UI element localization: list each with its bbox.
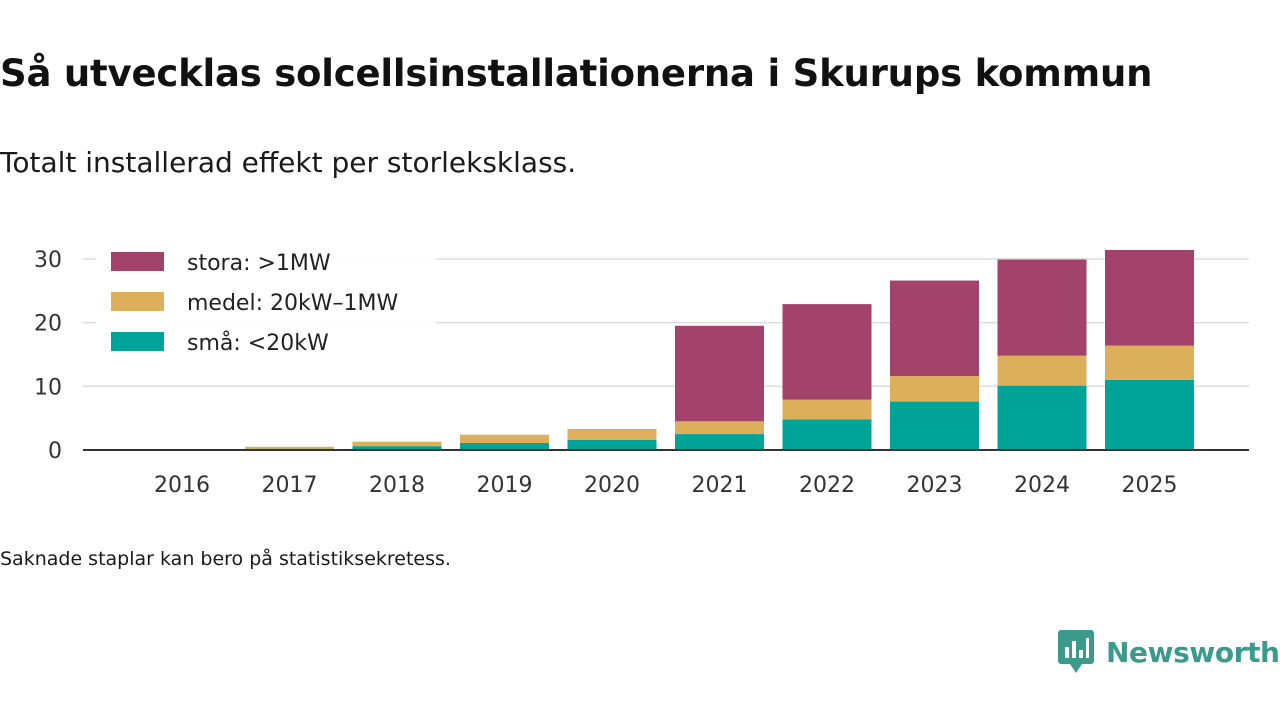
bars xyxy=(245,249,1194,450)
x-tick-label: 2018 xyxy=(369,473,425,498)
x-tick-label: 2025 xyxy=(1122,473,1178,498)
brand-name: Newsworthy xyxy=(1106,635,1280,669)
x-tick-label: 2020 xyxy=(584,473,640,498)
bar-segment xyxy=(997,259,1087,356)
brand-logo[interactable]: Newsworthy xyxy=(1058,630,1280,674)
y-tick-label: 30 xyxy=(34,248,62,273)
legend-swatch xyxy=(111,332,164,351)
legend-label: stora: >1MW xyxy=(187,251,331,276)
legend: stora: >1MW medel: 20kW–1MW små: <20kW xyxy=(96,242,436,372)
x-tick-label: 2024 xyxy=(1014,473,1070,498)
x-axis-ticks: 2016 2017 2018 2019 2020 2021 2022 2023 2024 2025 xyxy=(154,473,1178,498)
chart-title: Så utvecklas solcellsinstallationerna i … xyxy=(0,52,1153,95)
bar-segment xyxy=(675,434,764,450)
bar-segment xyxy=(245,446,334,449)
bar-segment xyxy=(782,419,872,450)
legend-label: små: <20kW xyxy=(187,330,329,356)
bar-segment xyxy=(675,421,764,435)
newsworthy-logo-icon xyxy=(1058,630,1094,673)
bar-segment xyxy=(460,434,549,443)
footnote: Saknade staplar kan bero på statistiksek… xyxy=(0,548,451,570)
bar-segment xyxy=(567,428,657,440)
bar-segment xyxy=(567,439,657,450)
y-axis-ticks: 0 10 20 30 xyxy=(34,248,62,464)
bar-segment xyxy=(675,325,764,422)
y-tick-label: 20 xyxy=(34,312,62,337)
bar-segment xyxy=(997,355,1087,386)
x-tick-label: 2019 xyxy=(477,473,533,498)
bar-segment xyxy=(890,401,979,450)
bar-segment xyxy=(1105,345,1194,380)
legend-label: medel: 20kW–1MW xyxy=(187,291,398,316)
legend-swatch xyxy=(111,292,164,311)
bar-segment xyxy=(890,376,979,402)
stacked-bar-chart: 0 10 20 30 2016 2017 2018 2019 2020 2021 2022 2023… xyxy=(34,242,1249,498)
bar-segment xyxy=(890,280,979,377)
bar-segment xyxy=(997,385,1087,450)
y-tick-label: 10 xyxy=(34,375,62,400)
legend-swatch xyxy=(111,252,164,271)
y-tick-label: 0 xyxy=(48,439,62,464)
bar-segment xyxy=(460,442,549,450)
bar-segment xyxy=(782,399,872,420)
x-tick-label: 2021 xyxy=(692,473,748,498)
x-tick-label: 2016 xyxy=(154,473,210,498)
bar-segment xyxy=(782,304,872,400)
x-tick-label: 2017 xyxy=(262,473,318,498)
bar-segment xyxy=(1105,249,1194,346)
x-tick-label: 2023 xyxy=(907,473,963,498)
chart-subtitle: Totalt installerad effekt per storlekskl… xyxy=(0,146,577,179)
bar-segment xyxy=(1105,379,1194,450)
bar-segment xyxy=(352,441,442,447)
x-tick-label: 2022 xyxy=(799,473,855,498)
bar-segment xyxy=(352,446,442,450)
